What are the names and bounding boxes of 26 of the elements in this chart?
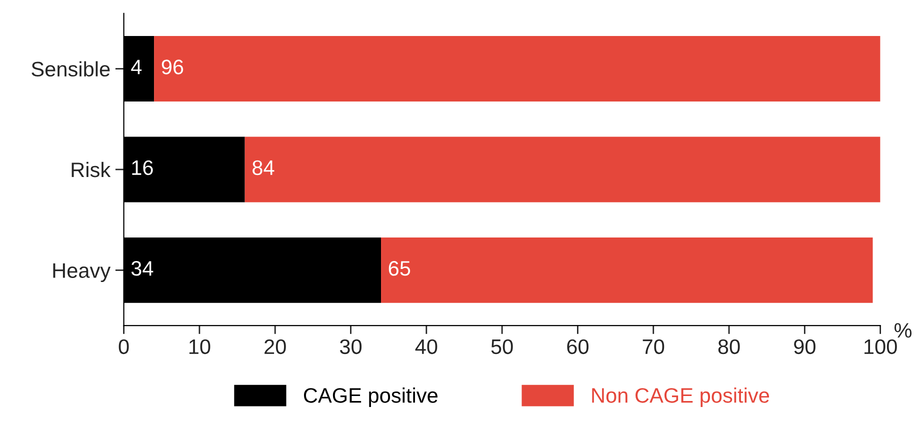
x-tick-label: 50 <box>491 339 513 354</box>
bar <box>244 136 880 202</box>
x-tick-label: 90 <box>794 339 816 354</box>
x-tick-label: 20 <box>264 339 286 354</box>
bar <box>381 237 873 303</box>
x-tick-label: 0 <box>118 339 129 354</box>
legend-label: CAGE positive <box>304 388 438 407</box>
x-tick-label: 80 <box>718 339 740 354</box>
data-label: 84 <box>252 160 274 176</box>
x-tick-label: 40 <box>415 339 438 354</box>
data-label: 65 <box>388 261 410 276</box>
y-tick-label: Sensible <box>32 61 110 77</box>
x-axis-title: % <box>894 323 912 338</box>
x-tick-label: 70 <box>642 339 664 354</box>
x-tick-label: 100 <box>864 339 897 354</box>
x-tick-label: 30 <box>340 339 362 354</box>
bar <box>154 36 880 102</box>
y-tick-label: Heavy <box>53 263 111 282</box>
x-tick-label: 10 <box>189 339 210 354</box>
y-tick-label: Risk <box>72 162 111 178</box>
data-label: 4 <box>131 60 142 74</box>
data-label: 96 <box>162 60 184 74</box>
data-label: 16 <box>132 160 153 176</box>
data-label: 34 <box>131 261 154 276</box>
x-tick-label: 60 <box>567 339 588 354</box>
legend-label: Non CAGE positive <box>592 388 770 407</box>
